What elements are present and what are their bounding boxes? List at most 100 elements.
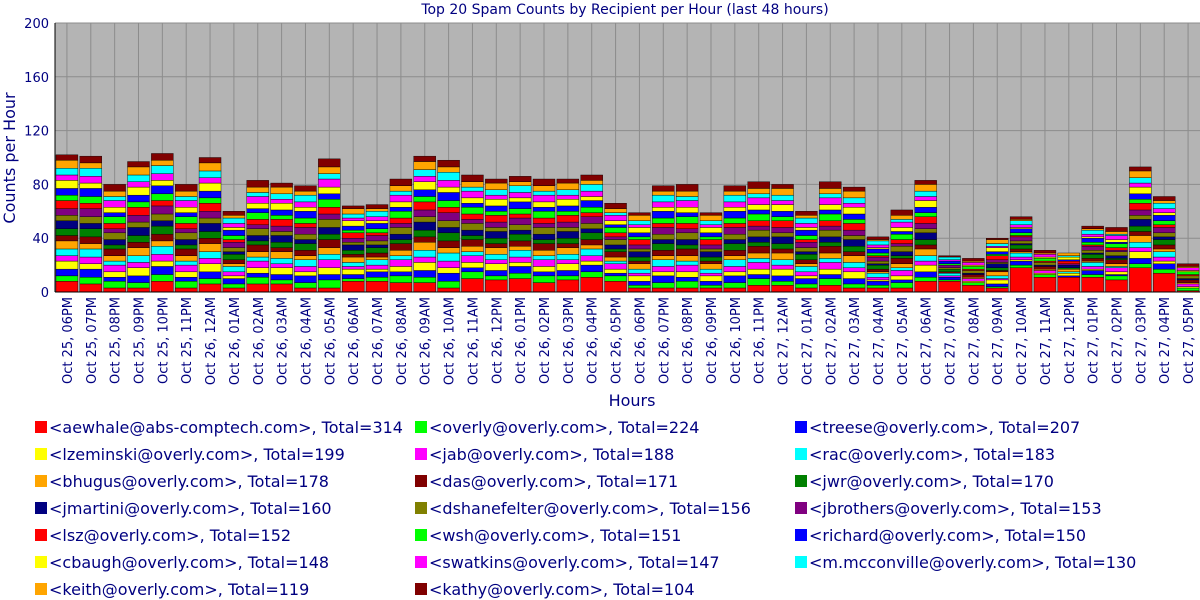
bar-segment [819,236,842,243]
bar-segment [890,209,913,216]
bar-segment [1129,182,1152,188]
bar-segment [485,270,508,277]
bar-segment [365,216,389,221]
bar-segment [795,235,818,240]
bar-segment [1105,243,1128,248]
bar-segment [1105,255,1128,259]
bar-segment [413,209,436,217]
bar-segment [198,182,222,192]
bar-segment [986,255,1009,260]
bar-segment [962,278,985,282]
bar-segment [151,260,174,267]
bar-segment [1176,278,1200,281]
bar-segment [842,197,866,204]
bar-segment [866,239,890,242]
bar-segment [222,227,246,231]
bar-segment [747,209,770,215]
bar-segment [795,227,818,231]
bar-segment [699,260,723,264]
bar-segment [175,216,198,224]
bar-segment [1129,231,1152,236]
bar-segment [1009,260,1033,266]
bar-segment [318,259,341,268]
bar-segment [675,260,699,266]
bar-segment [461,239,484,247]
bar-segment [55,194,79,201]
bar-segment [652,287,675,293]
legend-label: <lzeminski@overly.com>, Total=199 [49,445,345,464]
bar-segment [198,162,222,172]
bar-segment [342,256,365,263]
bar-segment [1009,227,1033,229]
bar-segment [652,201,675,208]
bar-segment [79,228,102,238]
bar-segment [771,204,794,212]
bar-segment [1176,275,1200,279]
bar-segment [79,263,102,270]
bar-segment [437,287,460,293]
bar-segment [175,248,198,256]
bar-segment [747,193,770,199]
bar-segment [771,232,794,238]
bar-segment [890,282,913,289]
bar-segment [962,274,985,278]
bar-segment [246,251,269,258]
bar-segment [914,260,937,266]
bar-segment [342,274,365,279]
bar-segment [485,178,508,184]
bar-segment [508,256,532,263]
bar-segment [556,270,580,277]
x-tick-label: Oct 26, 01AM [228,297,243,385]
bar-segment [318,287,341,293]
bar-segment [771,188,794,196]
bar-segment [55,268,79,277]
bar-segment [198,223,222,232]
bar-segment [866,248,890,254]
bar-segment [866,277,890,281]
bar-segment [842,219,866,224]
bar-segment [699,244,723,250]
bar-segment [175,223,198,229]
bar-segment [103,184,126,192]
bar-segment [1153,224,1176,228]
bar-segment [628,275,651,282]
bar-segment [675,271,699,278]
bar-segment [461,213,484,220]
bar-segment [1176,267,1200,271]
bar-segment [556,259,580,264]
x-tick-label: Oct 25, 08PM [109,297,124,384]
bar-segment [246,240,269,246]
bar-segment [628,251,651,258]
bar-segment [914,223,937,229]
bar-segment [842,239,866,247]
bar-segment [79,223,102,229]
bar-segment [1129,219,1152,227]
bar-segment [389,201,413,208]
bar-segment [413,181,436,190]
bar-segment [1033,262,1057,266]
bar-segment [914,277,937,282]
bar-segment [747,213,770,221]
bar-segment [485,254,508,260]
bar-segment [675,212,699,217]
bar-segment [485,221,508,228]
bar-segment [461,255,484,263]
bar-segment [842,262,866,268]
bar-segment [1057,275,1080,278]
bar-segment [962,262,985,266]
bar-segment [675,200,699,208]
x-tick-label: Oct 26, 03AM [276,297,291,385]
bar-segment [723,243,747,251]
bar-segment [318,274,341,281]
bar-segment [127,215,150,223]
bar-segment [914,216,937,224]
bar-segment [1129,242,1152,248]
bar-segment [270,258,293,264]
bar-segment [1176,283,1200,287]
bar-segment [270,263,293,268]
bar-segment [246,186,269,193]
bar-segment [842,186,866,192]
bar-segment [175,239,198,246]
bar-segment [1081,229,1104,235]
bar-segment [103,277,126,282]
